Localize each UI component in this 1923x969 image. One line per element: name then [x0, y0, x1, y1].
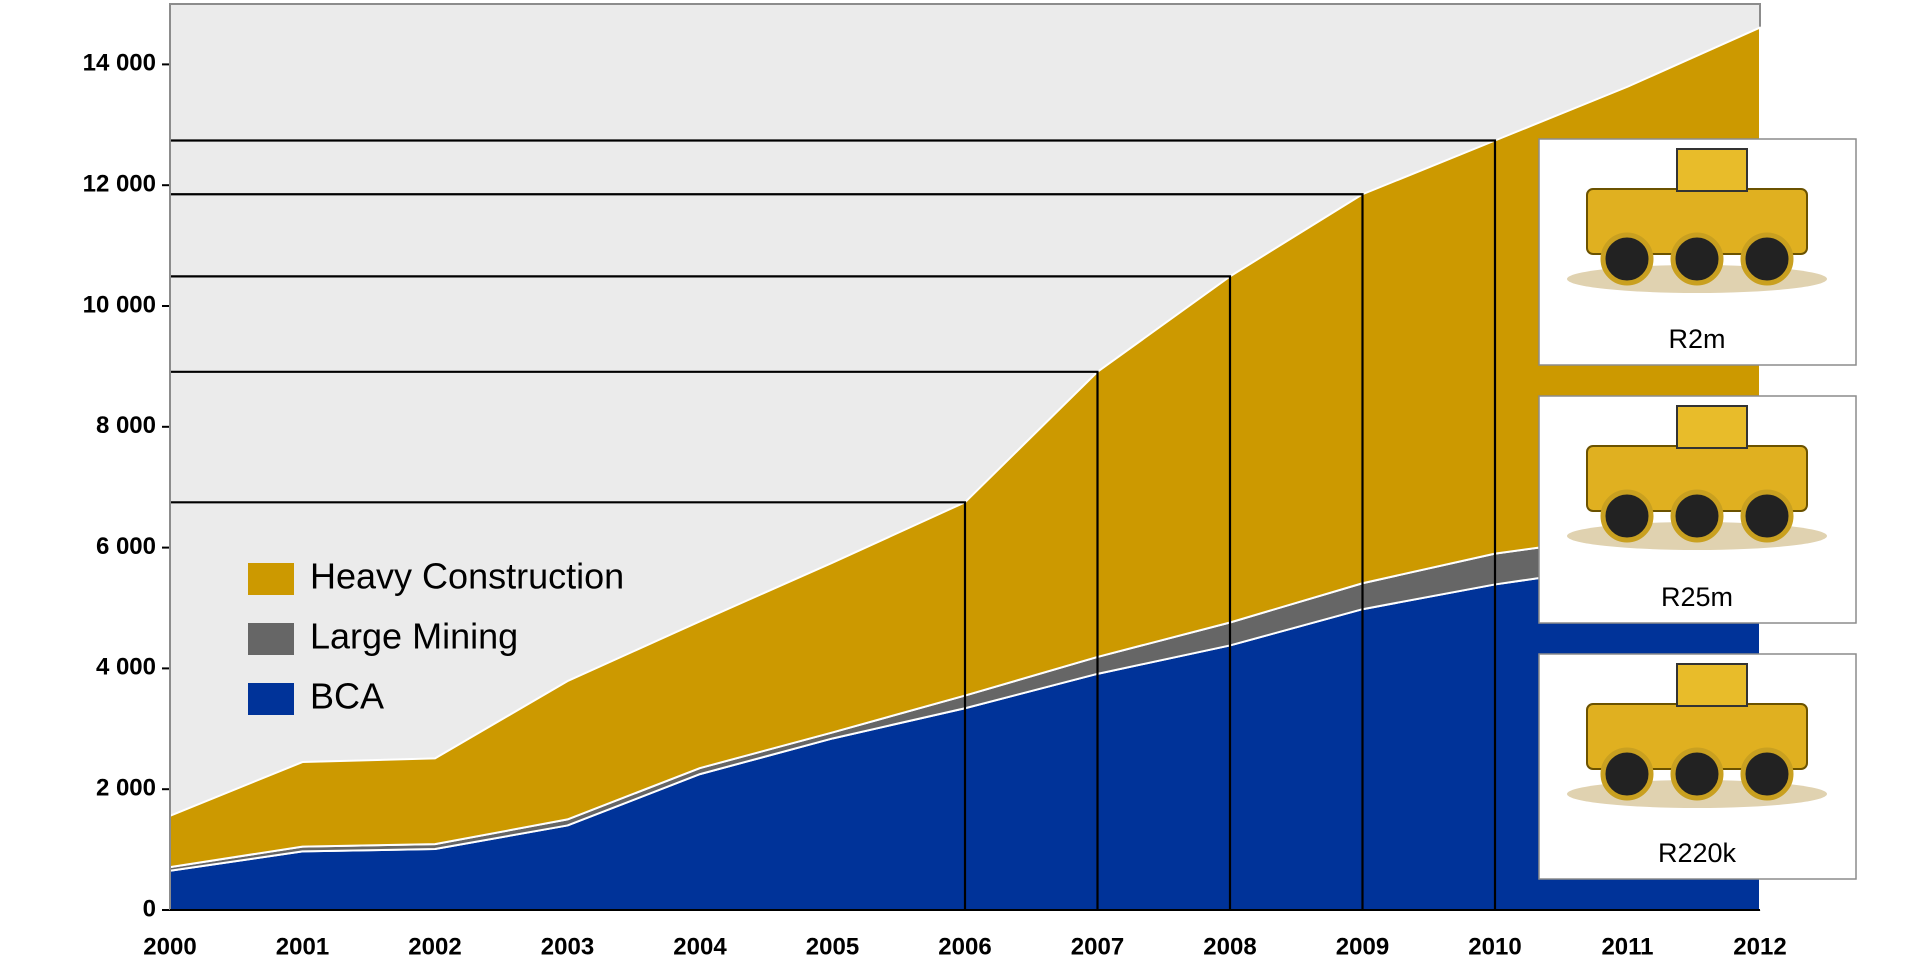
y-tick-label: 4 000 [96, 654, 156, 681]
x-tick-label: 2011 [1601, 933, 1653, 960]
legend-label: BCA [310, 676, 384, 717]
x-tick-label: 2002 [408, 933, 461, 960]
wheel [1740, 747, 1794, 801]
y-tick-label: 14 000 [83, 50, 156, 77]
x-tick-label: 2005 [806, 933, 859, 960]
x-tick-label: 2008 [1203, 933, 1256, 960]
x-tick-label: 2004 [673, 933, 727, 960]
wheel [1740, 232, 1794, 286]
legend-label: Large Mining [310, 616, 518, 657]
wheel [1670, 489, 1724, 543]
card-label: R25m [1661, 582, 1733, 612]
legend-swatch [248, 563, 294, 595]
x-tick-label: 2007 [1071, 933, 1124, 960]
legend-swatch [248, 683, 294, 715]
wheel [1740, 489, 1794, 543]
picture-card: R2m [1538, 138, 1857, 366]
y-tick-label: 2 000 [96, 775, 156, 802]
legend-swatch [248, 623, 294, 655]
wheel [1600, 747, 1654, 801]
wheel [1670, 232, 1724, 286]
x-tick-label: 2009 [1336, 933, 1389, 960]
legend-label: Heavy Construction [310, 556, 624, 597]
drop-line [170, 370, 1099, 910]
card-label: R220k [1658, 838, 1737, 868]
wheel [1600, 489, 1654, 543]
x-tick-label: 2000 [143, 933, 196, 960]
drop-line [170, 139, 1497, 910]
wheel [1600, 232, 1654, 286]
x-tick-label: 2001 [276, 933, 329, 960]
drop-line [170, 193, 1364, 910]
wheel [1670, 747, 1724, 801]
drop-line [170, 501, 967, 910]
picture-card: R220k [1538, 653, 1857, 880]
x-tick-label: 2003 [541, 933, 594, 960]
machine-cab [1676, 663, 1748, 707]
y-tick-label: 6 000 [96, 533, 156, 560]
y-tick-label: 10 000 [83, 291, 156, 318]
x-tick-label: 2010 [1468, 933, 1521, 960]
machine-cab [1676, 405, 1748, 449]
y-tick-label: 0 [143, 895, 156, 922]
machine-cab [1676, 148, 1748, 192]
x-tick-label: 2012 [1733, 933, 1786, 960]
x-tick-label: 2006 [938, 933, 991, 960]
y-tick-label: 8 000 [96, 412, 156, 439]
drop-line [170, 275, 1232, 910]
y-tick-label: 12 000 [83, 171, 156, 198]
picture-card: R25m [1538, 395, 1857, 624]
card-label: R2m [1668, 324, 1725, 354]
